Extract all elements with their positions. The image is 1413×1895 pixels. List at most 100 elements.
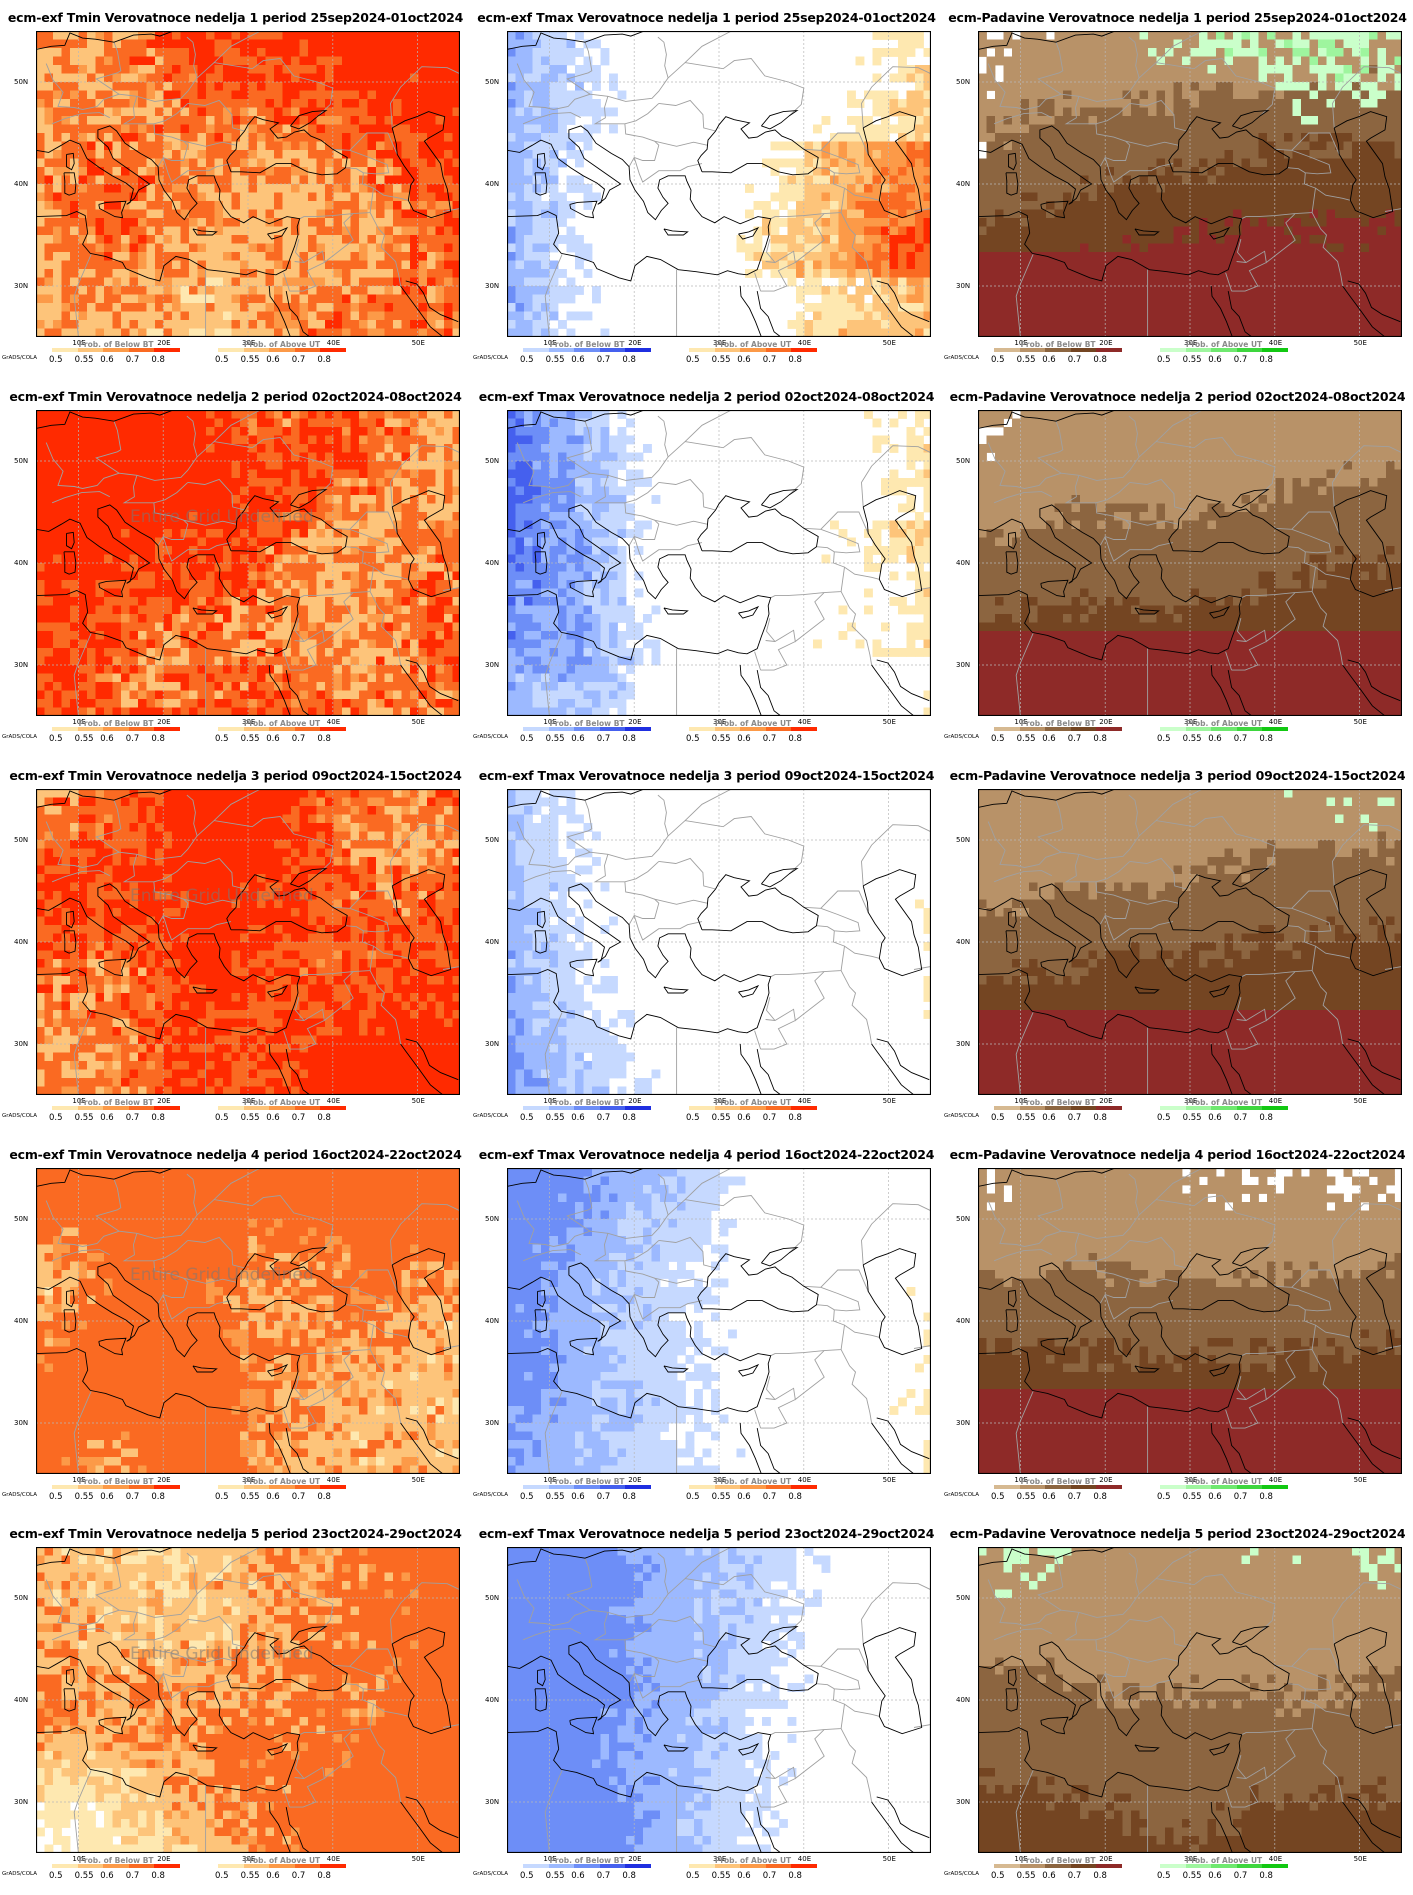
colorbar-title: Prob. of Below BT	[52, 1098, 180, 1107]
colorbar-tick-label: 0.5	[49, 1492, 63, 1502]
colorbar-swatch	[765, 727, 792, 731]
grads-credit: GrADS/COLA	[473, 734, 508, 740]
forecast-map	[978, 1547, 1402, 1853]
map-panel-tmax-week-5: ecm-exf Tmax Verovatnoce nedelja 5 perio…	[471, 1516, 942, 1895]
country-borders	[45, 1168, 460, 1474]
colorbar-swatch	[269, 1864, 296, 1868]
colorbar-swatch	[218, 727, 245, 731]
colorbar-tick-label: 0.55	[241, 355, 260, 365]
latitude-label: 30N	[485, 661, 499, 669]
colorbar-tick-label: 0.7	[597, 1113, 611, 1123]
longitude-label: 10E	[1014, 1855, 1027, 1863]
colorbar-swatch	[548, 348, 575, 352]
country-borders	[516, 1547, 931, 1853]
colorbar-swatch	[1096, 1485, 1123, 1489]
colorbar-swatch	[1236, 1106, 1263, 1110]
country-borders	[516, 410, 931, 716]
colorbar-swatch	[103, 1106, 130, 1110]
colorbar-tick-label: 0.7	[292, 734, 306, 744]
colorbar-tick-label: 0.8	[1093, 1113, 1107, 1123]
colorbar-swatch	[574, 348, 601, 352]
longitude-label: 20E	[628, 1476, 641, 1484]
colorbar-swatch	[1236, 1864, 1263, 1868]
colorbar-swatch	[269, 727, 296, 731]
colorbar-swatch	[1096, 727, 1123, 731]
colorbar-tick-label: 0.7	[597, 1492, 611, 1502]
colorbar-tick-label: 0.55	[546, 1871, 565, 1881]
colorbar-title: Prob. of Above UT	[1160, 1098, 1288, 1107]
forecast-map	[978, 1168, 1402, 1474]
latitude-label: 40N	[485, 559, 499, 567]
longitude-label: 50E	[1354, 718, 1367, 726]
longitude-label: 40E	[798, 718, 811, 726]
latitude-label: 40N	[485, 1696, 499, 1704]
colorbar-swatch	[1185, 1485, 1212, 1489]
map-panel-tmin-week-1: ecm-exf Tmin Verovatnoce nedelja 1 perio…	[0, 0, 471, 379]
longitude-label: 10E	[543, 1097, 556, 1105]
colorbar-tick-label: 0.6	[100, 1113, 114, 1123]
colorbar-tick-label: 0.8	[622, 734, 636, 744]
colorbar-swatch	[1019, 348, 1046, 352]
colorbar-swatch	[548, 1864, 575, 1868]
colorbar-swatch	[599, 727, 626, 731]
colorbar-tick-label: 0.8	[151, 1871, 165, 1881]
colorbar-title: Prob. of Above UT	[218, 1098, 346, 1107]
colorbar-tick-label: 0.7	[597, 355, 611, 365]
colorbar-swatch	[128, 1485, 155, 1489]
colorbar-tick-label: 0.6	[1208, 1492, 1222, 1502]
colorbar-tick-label: 0.6	[1208, 734, 1222, 744]
latitude-label: 30N	[956, 1040, 970, 1048]
colorbar-tick-label: 0.7	[1068, 1871, 1082, 1881]
latitude-label: 30N	[14, 1419, 28, 1427]
colorbar-tick-label: 0.55	[546, 355, 565, 365]
graticule	[507, 789, 931, 1095]
latitude-label: 30N	[14, 1040, 28, 1048]
forecast-map	[36, 1547, 460, 1853]
forecast-map	[507, 789, 931, 1095]
colorbar-swatch	[52, 1864, 79, 1868]
colorbar-tick-label: 0.7	[1234, 1871, 1248, 1881]
grads-credit: GrADS/COLA	[944, 1871, 979, 1877]
colorbar-above: Prob. of Above UT 0.5 0.55 0.6 0.7 0.8	[1157, 340, 1289, 365]
colorbar-tick-label: 0.55	[712, 355, 731, 365]
colorbar-swatch	[1045, 1106, 1072, 1110]
graticule	[978, 410, 1402, 716]
colorbar-swatch	[574, 1106, 601, 1110]
colorbar-swatch	[1096, 1864, 1123, 1868]
colorbar-tick-label: 0.5	[520, 1871, 534, 1881]
colorbar-above: Prob. of Above UT 0.5 0.55 0.6 0.7 0.8	[215, 340, 347, 365]
colorbar-tick-label: 0.5	[991, 734, 1005, 744]
colorbar-tick-label: 0.8	[622, 1113, 636, 1123]
country-borders	[45, 410, 460, 716]
longitude-label: 30E	[713, 718, 726, 726]
colorbar-tick-label: 0.5	[991, 1492, 1005, 1502]
colorbar-tick-label: 0.8	[151, 355, 165, 365]
latitude-label: 30N	[485, 1040, 499, 1048]
longitude-label: 30E	[713, 1855, 726, 1863]
panel-title: ecm-exf Tmin Verovatnoce nedelja 4 perio…	[0, 1147, 471, 1162]
colorbar-swatch	[269, 348, 296, 352]
colorbar-tick-label: 0.55	[1183, 734, 1202, 744]
colorbar-tick-label: 0.55	[75, 1871, 94, 1881]
colorbar-swatch	[243, 1864, 270, 1868]
map-panel-prec-week-1: ecm-Padavine Verovatnoce nedelja 1 perio…	[942, 0, 1413, 379]
colorbar-swatch	[1096, 1106, 1123, 1110]
colorbar-tick-label: 0.8	[1093, 1492, 1107, 1502]
colorbar-tick-label: 0.7	[126, 1492, 140, 1502]
colorbar-tick-label: 0.5	[49, 734, 63, 744]
colorbar-swatch	[714, 1106, 741, 1110]
colorbar-tick-label: 0.7	[763, 1492, 777, 1502]
longitude-label: 50E	[883, 1855, 896, 1863]
colorbar-tick-label: 0.6	[100, 355, 114, 365]
colorbar-tick-label: 0.5	[1157, 355, 1171, 365]
colorbar-swatch	[218, 1106, 245, 1110]
colorbar-swatch	[1045, 348, 1072, 352]
colorbar-tick-label: 0.6	[100, 1492, 114, 1502]
country-borders	[45, 789, 460, 1095]
coastlines	[978, 31, 1401, 337]
colorbar-swatch	[994, 1864, 1021, 1868]
grads-credit: GrADS/COLA	[473, 1492, 508, 1498]
colorbar-tick-label: 0.6	[737, 734, 751, 744]
latitude-label: 50N	[485, 1594, 499, 1602]
colorbar-title: Prob. of Below BT	[994, 1098, 1122, 1107]
